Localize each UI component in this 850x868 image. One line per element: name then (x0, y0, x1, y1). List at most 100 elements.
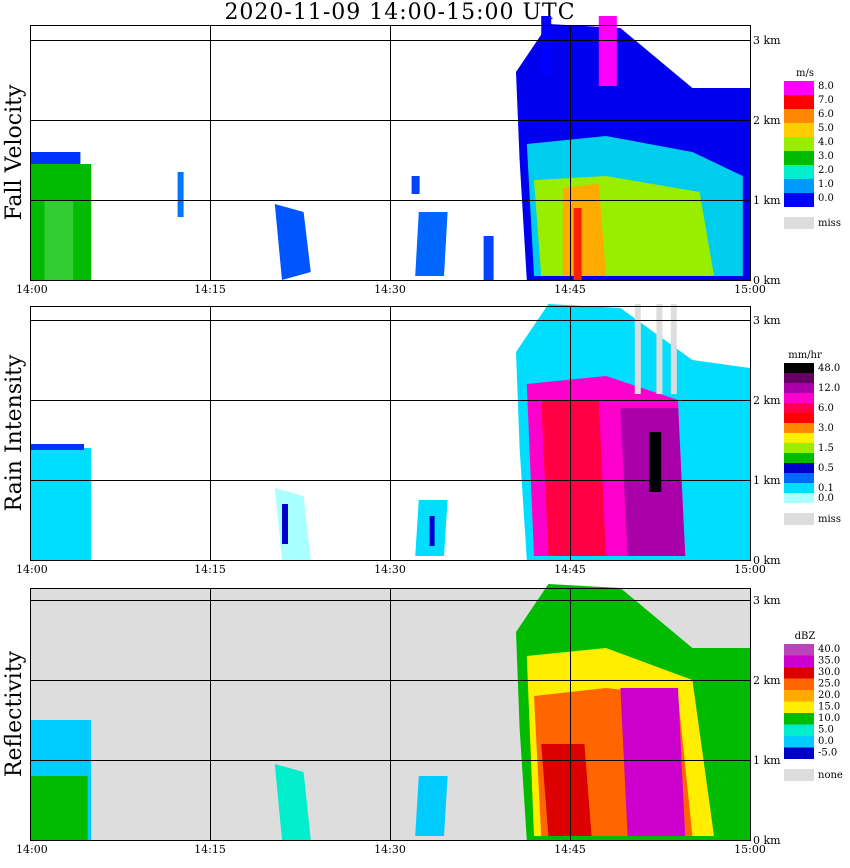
legend-swatch (784, 95, 814, 109)
y-tick-label: 0 km (753, 554, 781, 567)
legend-swatch (784, 373, 814, 383)
echo-left-top (30, 152, 81, 164)
y-axis-label: Fall Velocity (2, 84, 27, 220)
legend-label: 0.5 (818, 463, 834, 474)
x-tick-label: 14:45 (554, 843, 586, 856)
grid (30, 588, 750, 840)
legend-swatch (784, 655, 814, 667)
legend-swatch (784, 137, 814, 151)
legend-swatch (784, 453, 814, 463)
legend-swatch (784, 747, 814, 759)
y-tick-label: 1 km (753, 194, 781, 207)
x-tick-label: 15:00 (734, 563, 766, 576)
y-tick-label: 2 km (753, 674, 781, 687)
grid (30, 25, 750, 280)
x-tick-label: 14:30 (374, 843, 406, 856)
legend-unit: m/s (796, 68, 814, 79)
echo-storm-core (620, 688, 686, 836)
echo-fast (598, 16, 617, 86)
legend-label: 40.0 (818, 644, 840, 655)
echo-blob (415, 212, 448, 276)
legend-swatch (784, 109, 814, 123)
echo-blob (411, 176, 420, 194)
legend: mm/hr 48.0 12.0 6.0 3.0 1.5 0.5 0.10.0 miss (784, 350, 841, 525)
legend: dBZ40.035.030.025.020.015.010.05.00.0-5.… (784, 631, 843, 781)
legend-label: 5.0 (818, 725, 834, 736)
legend-label: 8.0 (818, 81, 834, 92)
echo-left (30, 448, 92, 560)
legend-label: 3.0 (818, 423, 834, 434)
legend-label: 3.0 (818, 151, 834, 162)
echo-blob (177, 172, 184, 217)
x-tick-label: 14:30 (374, 283, 406, 296)
legend-swatch (784, 463, 814, 473)
legend-miss-swatch (784, 217, 814, 229)
echo-blob (274, 204, 311, 280)
legend-label: 7.0 (818, 95, 834, 106)
legend-swatch (784, 701, 814, 713)
echo-left-core (44, 200, 74, 280)
echo-left-low (30, 776, 88, 840)
y-tick-label: 2 km (753, 114, 781, 127)
legend-swatch (784, 443, 814, 453)
legend-swatch (784, 403, 814, 413)
y-axis-label: Reflectivity (2, 650, 27, 777)
legend-label: 2.0 (818, 165, 834, 176)
legend-label: 15.0 (818, 702, 840, 713)
legend-label: 20.0 (818, 690, 840, 701)
legend-miss-label: miss (818, 218, 841, 229)
legend-label: 12.0 (818, 383, 840, 394)
legend-label: 35.0 (818, 656, 840, 667)
echo-storm-core (649, 432, 662, 492)
legend-unit: mm/hr (788, 350, 822, 361)
legend-swatch (784, 690, 814, 702)
legend-miss-label: miss (818, 514, 841, 525)
legend-swatch (784, 393, 814, 403)
echo-miss (656, 304, 663, 394)
legend-miss-swatch (784, 769, 814, 781)
x-tick-label: 14:15 (194, 283, 226, 296)
grid (30, 306, 750, 560)
legend-label: 0.1 (818, 483, 834, 494)
y-tick-label: 0 km (753, 834, 781, 847)
x-tick-label: 14:00 (16, 563, 48, 576)
echo-blob (415, 776, 448, 836)
panel-3: 14:00 14:15 14:30 14:45 15:000 km 1 km 2 km 3 k… (2, 584, 843, 856)
legend-swatch (784, 736, 814, 748)
echo-top (541, 16, 552, 76)
legend-label: 4.0 (818, 137, 834, 148)
chart-title: 2020-11-09 14:00-15:00 UTC (224, 0, 576, 25)
x-tick-label: 15:00 (734, 843, 766, 856)
plot-frame (30, 25, 751, 281)
echo-storm-inner (541, 400, 606, 556)
legend-swatch (784, 713, 814, 725)
legend-label: 0.0 (818, 736, 834, 747)
x-tick-label: 14:45 (554, 283, 586, 296)
x-tick-label: 14:30 (374, 563, 406, 576)
legend-swatch (784, 483, 814, 493)
x-tick-label: 14:15 (194, 843, 226, 856)
echo-layer (30, 304, 750, 560)
x-tick-label: 14:00 (16, 283, 48, 296)
echo-storm-core (541, 744, 592, 836)
legend-label: 30.0 (818, 667, 840, 678)
legend-label: 10.0 (818, 713, 840, 724)
legend-swatch (784, 644, 814, 656)
legend-miss-swatch (784, 513, 814, 525)
y-tick-label: 3 km (753, 314, 781, 327)
legend-label: 0.0 (818, 493, 834, 504)
legend-swatch (784, 81, 814, 95)
legend-label: -5.0 (818, 748, 837, 759)
panel-2: 14:00 14:15 14:30 14:45 15:000 km 1 km 2 km 3 k… (2, 304, 841, 576)
y-tick-label: 1 km (753, 754, 781, 767)
legend-label: 1.5 (818, 443, 834, 454)
legend-swatch (784, 667, 814, 679)
legend-label: 6.0 (818, 403, 834, 414)
legend-unit: dBZ (795, 631, 816, 642)
y-tick-label: 1 km (753, 474, 781, 487)
legend-label: 1.0 (818, 179, 834, 190)
legend-swatch (784, 383, 814, 393)
legend-swatch (784, 413, 814, 423)
legend-swatch (784, 151, 814, 165)
